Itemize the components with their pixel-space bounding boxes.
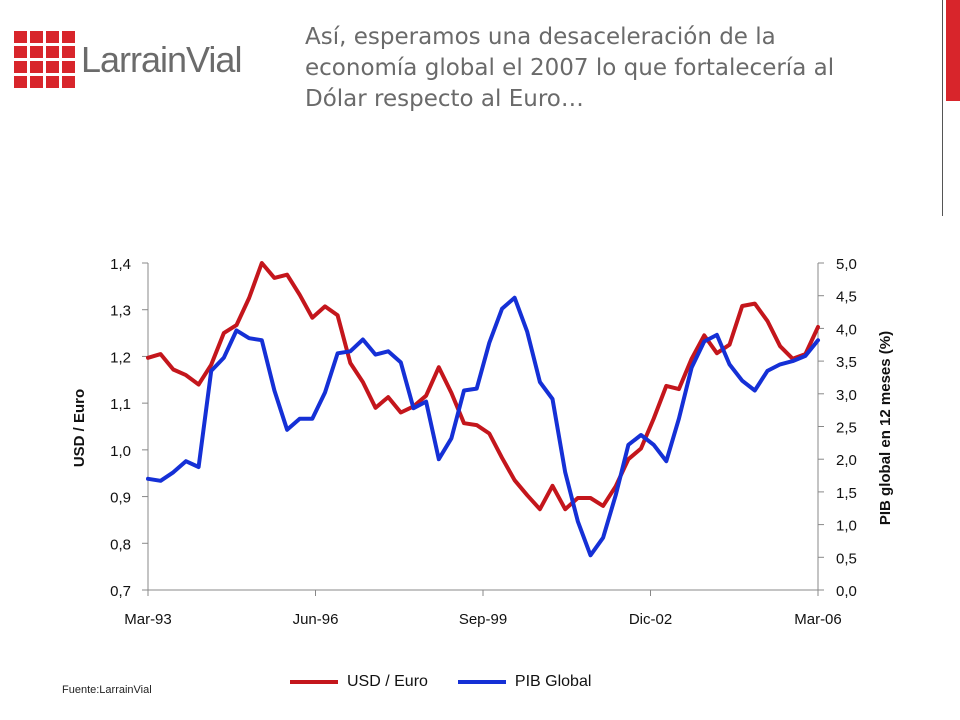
x-tick-label: Dic-02 (629, 611, 672, 628)
legend-item-usd-euro: USD / Euro (290, 673, 428, 691)
y-tick-label-left: 0,8 (110, 536, 131, 553)
logo-mark (14, 31, 75, 88)
y-tick-label-left: 0,9 (110, 490, 131, 507)
series-line-pib-global (146, 295, 820, 558)
chart-axes: 0,7 0,8 0,9 1,0 1,1 1,2 1,3 1,4 0,0 0,5 1,0 1,5 2,0 2… (71, 256, 894, 628)
y-tick-label-right: 3,0 (836, 387, 857, 404)
larrainvial-logo: LarrainVial (14, 31, 242, 88)
x-tick-label: Jun-96 (293, 611, 339, 628)
y-tick-label-right: 1,5 (836, 485, 857, 502)
y-tick-label-left: 1,2 (110, 349, 131, 366)
y-axis-right-title: PIB global en 12 meses (%) (877, 331, 894, 525)
headline-line-1: Así, esperamos una desaceleración de la (305, 24, 776, 50)
corner-accent-bar (946, 0, 960, 101)
y-tick-label-right: 1,0 (836, 518, 857, 535)
legend-swatch-pib-global (457, 680, 506, 684)
y-tick-label-right: 4,5 (836, 289, 857, 306)
x-tick-label: Mar-93 (124, 611, 172, 628)
series-line-usd-euro (146, 261, 820, 512)
y-axis-left-title: USD / Euro (71, 389, 88, 467)
source-footnote: Fuente:LarrainVial (62, 684, 152, 696)
side-divider (942, 0, 943, 216)
y-tick-label-left: 0,7 (110, 583, 131, 600)
chart-legend: USD / Euro PIB Global (290, 673, 595, 691)
legend-swatch-usd-euro (290, 680, 338, 684)
y-tick-label-right: 2,5 (836, 420, 857, 437)
y-tick-label-left: 1,1 (110, 396, 131, 413)
slide-headline: Así, esperamos una desaceleración de la … (305, 22, 925, 115)
x-tick-label: Mar-06 (794, 611, 842, 628)
legend-label-usd-euro: USD / Euro (347, 673, 428, 690)
legend-label-pib-global: PIB Global (514, 673, 592, 690)
y-tick-label-left: 1,3 (110, 303, 131, 320)
headline-line-3: Dólar respecto al Euro… (305, 86, 584, 112)
y-tick-label-left: 1,0 (110, 443, 131, 460)
y-tick-label-right: 5,0 (836, 256, 857, 273)
y-tick-label-right: 0,5 (836, 550, 857, 567)
y-tick-label-left: 1,4 (110, 256, 131, 273)
legend-item-pib-global: PIB Global (457, 673, 592, 691)
y-tick-label-right: 2,0 (836, 452, 857, 469)
y-tick-label-right: 3,5 (836, 354, 857, 371)
chart-series (146, 261, 820, 558)
y-tick-label-right: 4,0 (836, 321, 857, 338)
y-tick-label-right: 0,0 (836, 583, 857, 600)
x-tick-label: Sep-99 (459, 611, 507, 628)
headline-line-2: economía global el 2007 lo que fortalece… (305, 55, 835, 81)
logo-text: LarrainVial (81, 38, 242, 80)
